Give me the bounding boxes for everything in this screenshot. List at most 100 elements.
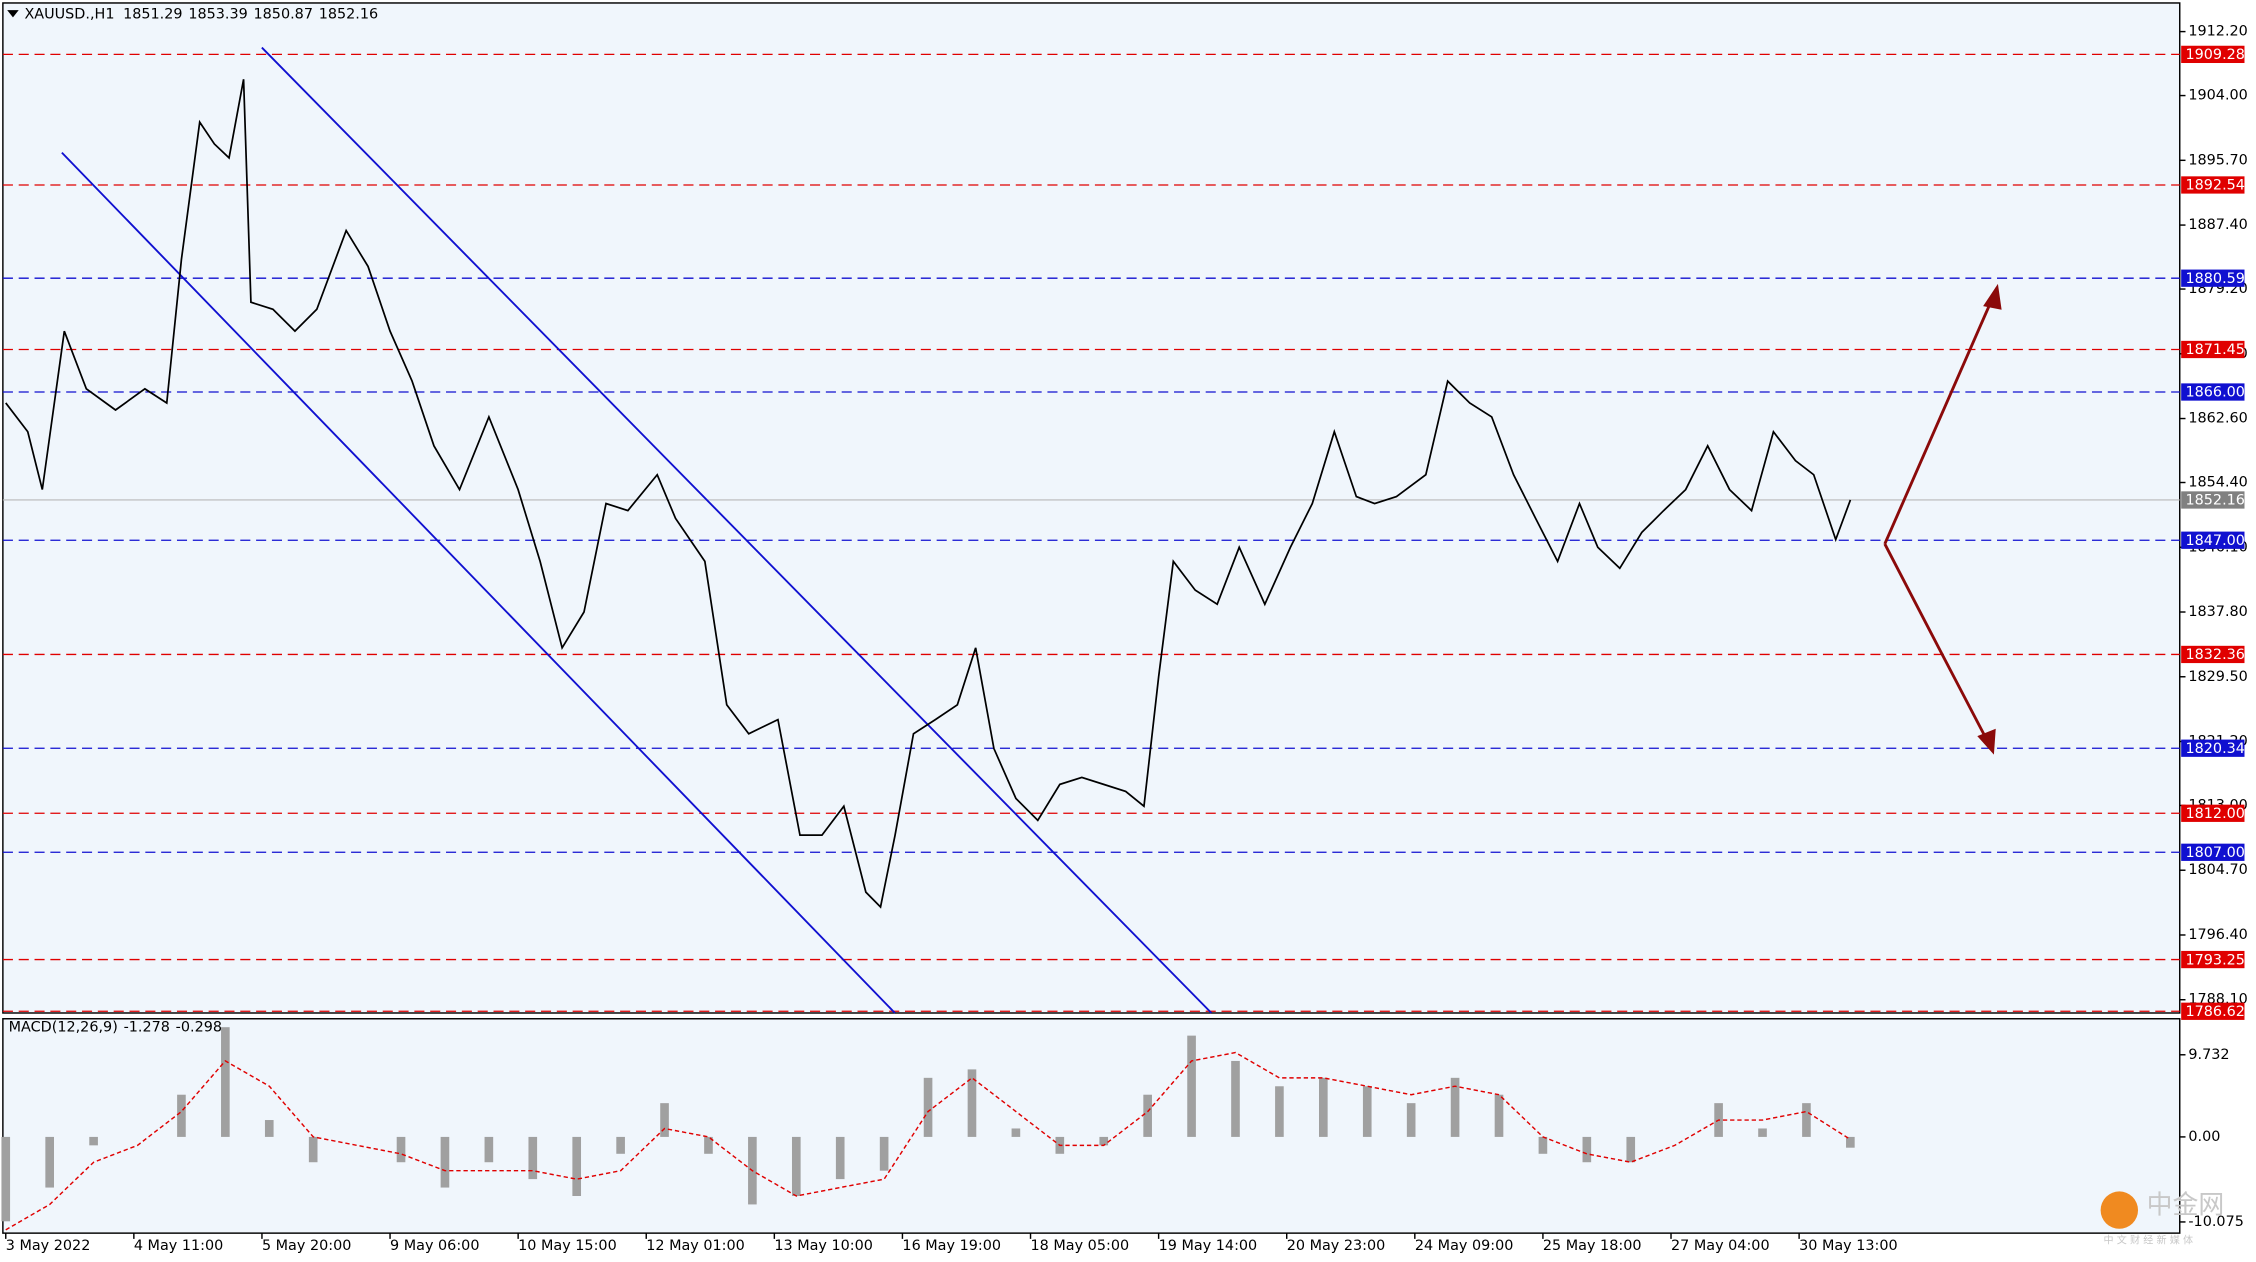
x-tick-label: 25 May 18:00 [1543,1238,1642,1254]
macd-bar [835,1136,845,1180]
chart-title: XAUUSD.,H1 1851.29 1853.39 1850.87 1852.16 [24,6,378,22]
level-tag [2181,1002,2245,1020]
x-tick-label: 13 May 10:00 [774,1238,873,1254]
arrow-up [1883,287,1999,545]
price-line [5,79,1852,909]
level-label: 1892.54 [2186,178,2245,194]
level-label: 1793.25 [2186,952,2245,968]
x-tick-label: 12 May 01:00 [646,1238,745,1254]
current-price-label: 1852.16 [2186,493,2245,509]
macd-bar [528,1136,538,1180]
level-label: 1786.62 [2186,1004,2245,1020]
level-tag [2181,269,2245,287]
macd-bar [396,1136,406,1163]
y-tick-label: 1912.20 [2188,24,2247,40]
quote-open: 1851.29 [123,6,182,22]
level-tag [2181,843,2245,861]
x-tick-label: 19 May 14:00 [1159,1238,1258,1254]
x-tick-label: 9 May 06:00 [390,1238,479,1254]
x-tick-label: 10 May 15:00 [518,1238,617,1254]
arrow-down [1883,543,1994,752]
symbol: XAUUSD.,H1 [24,6,114,22]
y-tick-label: 1862.60 [2188,411,2247,427]
level-tag [2181,531,2245,549]
quote-high: 1853.39 [188,6,247,22]
level-label: 1871.45 [2186,342,2245,358]
macd-bar [660,1103,669,1137]
y-tick-label: 1887.40 [2188,217,2247,233]
level-tag [2181,739,2245,757]
macd-bar [616,1136,625,1154]
watermark-logo [2100,1191,2139,1229]
macd-bar [1802,1103,1811,1137]
y-tick-label: 1904.00 [2188,88,2247,104]
arrow-head [1977,728,1996,755]
macd-title: MACD(12,26,9) -1.278 -0.298 [9,1019,222,1035]
level-tag [2181,950,2245,969]
watermark: 中金网 [2147,1190,2225,1220]
macd-bar [308,1136,318,1163]
x-tick-label: 27 May 04:00 [1671,1238,1770,1254]
channel-line [261,46,1213,1014]
x-tick-label: 18 May 05:00 [1031,1238,1130,1254]
macd-bar [704,1136,713,1154]
macd-bar [440,1136,450,1188]
macd-signal: -0.298 [176,1019,222,1035]
macd-bar [1231,1060,1240,1137]
level-label: 1880.59 [2186,271,2245,287]
x-tick-label: 3 May 2022 [6,1238,91,1254]
macd-bar [923,1077,933,1137]
current-price-tag [2181,491,2245,509]
y-tick-label: 1895.70 [2188,152,2247,168]
level-label: 1812.00 [2186,806,2245,822]
macd-bar [1,1136,11,1222]
macd-bar [177,1094,186,1137]
level-label: 1847.00 [2186,533,2245,549]
trend-channel [61,46,1213,1014]
signal-line [5,1051,1851,1231]
y-tick-label: 1854.40 [2188,475,2247,491]
macd-bar [1275,1086,1284,1137]
macd-bar [1099,1136,1109,1146]
macd-bar [1362,1086,1372,1137]
macd-bar [1582,1136,1592,1163]
arrow-head [1983,283,2002,310]
menu-icon[interactable] [7,10,19,18]
macd-bar [484,1136,494,1163]
macd-bar [1143,1094,1152,1137]
macd-bar [1846,1136,1855,1148]
macd-bar [791,1136,801,1196]
level-tag [2181,176,2245,194]
level-label: 1909.28 [2186,47,2245,63]
macd-name: MACD(12,26,9) [9,1019,118,1035]
x-tick-label: 16 May 19:00 [902,1238,1001,1254]
y-tick-label: 1804.70 [2188,862,2247,878]
macd-bar [1626,1136,1636,1163]
y-tick-label: 9.732 [2188,1047,2229,1063]
watermark-sub: 中 文 财 经 新 媒 体 [2103,1233,2193,1246]
macd-pane [2,1018,2181,1234]
macd-bar [1406,1103,1416,1137]
y-tick-label: 1829.50 [2188,669,2247,685]
macd-bar [264,1120,274,1137]
macd-bar [1011,1128,1021,1137]
level-label: 1866.00 [2186,385,2245,401]
x-tick-label: 20 May 23:00 [1287,1238,1386,1254]
level-tag [2181,645,2245,664]
x-tick-label: 4 May 11:00 [134,1238,223,1254]
level-tag [2181,340,2245,359]
level-tag [2181,45,2245,64]
level-tag [2181,804,2245,822]
macd-bar [1450,1077,1460,1137]
y-tick-label: 1796.40 [2188,927,2247,943]
macd-bar [572,1136,582,1196]
macd-bar [1187,1035,1196,1137]
price-pane [2,2,2181,1014]
level-label: 1820.34 [2186,741,2245,757]
macd-bar [45,1136,54,1188]
quote-low: 1850.87 [254,6,313,22]
macd-bar [1758,1128,1767,1137]
level-label: 1832.36 [2186,647,2245,663]
macd-bar [967,1069,977,1137]
